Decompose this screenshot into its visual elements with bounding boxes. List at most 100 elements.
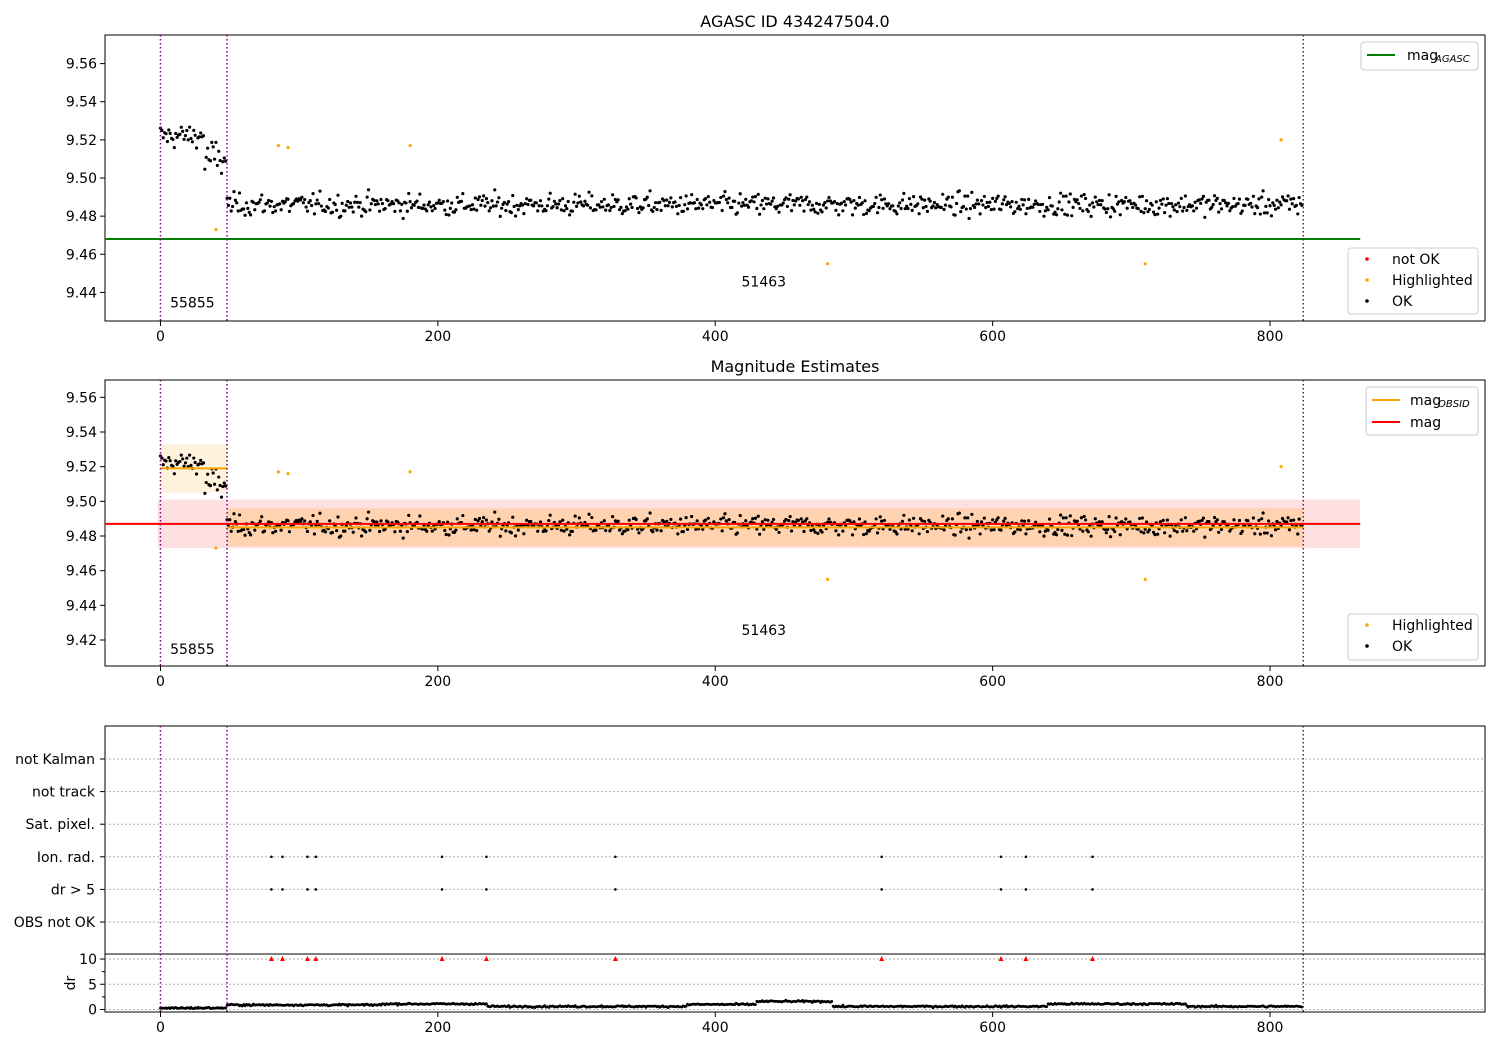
- ok-point: [1296, 212, 1300, 216]
- ok-point: [867, 529, 871, 533]
- dr-overflow-marker: [879, 956, 885, 962]
- ok-point: [1272, 203, 1276, 207]
- ok-point: [684, 516, 688, 520]
- flag-row-label: dr > 5: [51, 882, 95, 898]
- ok-point: [1122, 200, 1126, 204]
- ok-point: [676, 532, 680, 536]
- dr-overflow-marker: [998, 956, 1004, 962]
- ok-point: [1287, 207, 1292, 211]
- ok-point: [1090, 201, 1095, 205]
- ok-point: [637, 531, 641, 535]
- ok-point: [954, 201, 959, 206]
- ok-point: [946, 195, 950, 199]
- ok-point: [215, 488, 219, 492]
- ok-point: [917, 532, 921, 536]
- ok-point: [1193, 200, 1197, 204]
- obsid-label: 51463: [742, 275, 787, 291]
- ok-point: [168, 131, 172, 135]
- ok-point: [1067, 200, 1071, 204]
- ok-point: [910, 208, 914, 213]
- ok-point: [562, 209, 566, 213]
- ok-point: [630, 205, 634, 210]
- ok-point: [925, 209, 930, 213]
- ok-point: [183, 461, 188, 465]
- ok-point: [479, 203, 483, 207]
- p2-ytick-label: 9.50: [66, 494, 97, 510]
- ok-point: [1200, 518, 1204, 523]
- flag-point: [1024, 855, 1028, 859]
- ok-point: [1296, 532, 1300, 536]
- ok-point: [1100, 520, 1104, 524]
- ok-point: [1022, 198, 1027, 202]
- ok-point: [1092, 205, 1096, 209]
- ok-point: [472, 528, 476, 532]
- ok-point: [692, 201, 697, 205]
- ok-point: [848, 197, 852, 201]
- ok-point: [898, 201, 902, 205]
- ok-point: [857, 517, 862, 521]
- ok-point: [430, 209, 434, 213]
- ok-point: [820, 210, 824, 214]
- ok-point: [1167, 201, 1171, 206]
- ok-point: [776, 204, 780, 208]
- ok-point: [1031, 205, 1035, 209]
- ok-point: [1297, 517, 1301, 521]
- ok-point: [445, 199, 450, 203]
- ok-point: [258, 198, 262, 202]
- ok-point: [161, 136, 165, 140]
- dr-point: [830, 999, 834, 1003]
- dr-point: [394, 1001, 398, 1005]
- ok-point: [167, 128, 171, 132]
- ok-point: [506, 200, 511, 204]
- ok-point: [1065, 213, 1070, 217]
- ok-point: [663, 204, 667, 208]
- ok-point: [953, 213, 957, 217]
- ok-point: [638, 205, 642, 209]
- ok-point: [606, 203, 611, 207]
- ok-point: [806, 202, 810, 207]
- flag-row-label: Ion. rad.: [37, 850, 95, 866]
- ok-point: [720, 208, 724, 213]
- ok-point: [194, 472, 199, 476]
- ok-point: [441, 199, 446, 204]
- ok-point: [810, 203, 814, 207]
- ok-point: [1129, 202, 1133, 206]
- ok-point: [874, 517, 878, 521]
- ok-point: [1099, 203, 1103, 207]
- ok-point: [192, 128, 196, 132]
- ok-point: [279, 208, 283, 212]
- ok-point: [1113, 209, 1117, 213]
- ok-point: [1082, 192, 1086, 197]
- ok-point: [1089, 534, 1093, 538]
- ok-point: [982, 194, 986, 199]
- ok-point: [197, 135, 201, 139]
- ok-point: [939, 205, 943, 210]
- ok-point: [1000, 202, 1004, 206]
- ok-point: [538, 520, 543, 524]
- ok-point: [328, 197, 332, 202]
- ok-point: [525, 518, 529, 522]
- ok-point: [726, 201, 730, 205]
- ok-point: [690, 514, 694, 519]
- ok-point: [408, 199, 412, 204]
- ok-point: [344, 203, 348, 207]
- ok-point: [339, 214, 343, 218]
- ok-point: [608, 208, 612, 213]
- ok-point: [970, 512, 974, 517]
- ok-point: [418, 192, 422, 196]
- ok-point: [475, 529, 479, 533]
- ok-point: [1297, 195, 1301, 200]
- ok-point: [752, 200, 756, 204]
- ok-point: [1278, 200, 1282, 204]
- p1-ytick-label: 9.52: [66, 133, 97, 149]
- ok-point: [1258, 532, 1262, 536]
- ok-point: [572, 200, 576, 204]
- ok-point: [354, 516, 358, 520]
- flag-point: [270, 888, 273, 891]
- ok-point: [346, 199, 350, 204]
- ok-point: [500, 206, 504, 210]
- ok-point: [760, 520, 765, 524]
- ok-point: [378, 209, 382, 213]
- ok-point: [171, 137, 175, 142]
- ok-point: [867, 209, 871, 213]
